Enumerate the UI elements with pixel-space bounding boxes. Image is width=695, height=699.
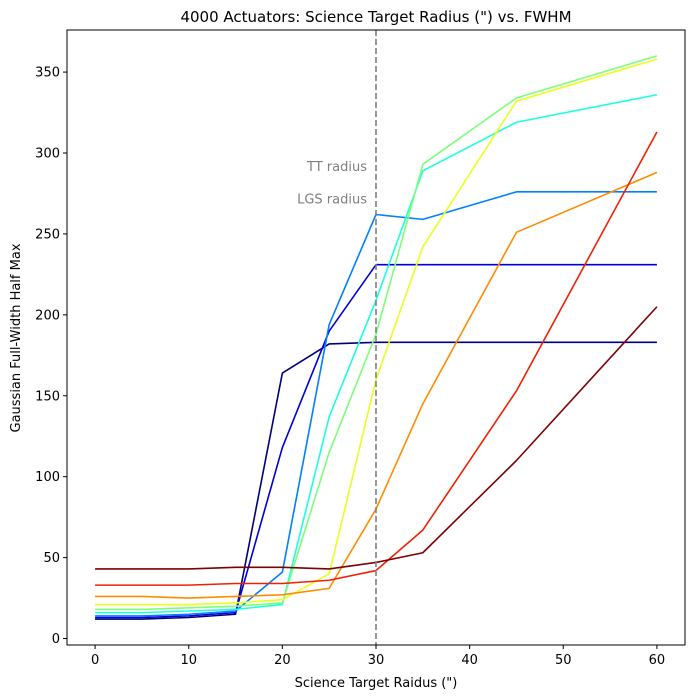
x-axis-title: Science Target Raidus (") [295,676,458,691]
y-tick-label: 250 [35,227,60,242]
x-tick-label: 50 [555,653,572,668]
plot-area: TT radius LGS radius 0 10 20 30 40 50 60 0 50 100 15… [35,29,686,668]
series-line-1 [95,341,657,620]
chart-title: 4000 Actuators: Science Target Radius ("… [180,8,571,26]
x-tick-label: 20 [274,653,291,668]
x-tick-label: 30 [368,653,385,668]
x-tick-label: 60 [649,653,666,668]
y-tick-label: 50 [43,551,60,566]
y-tick-label: 100 [35,470,60,485]
series-line-8 [95,131,658,586]
y-tick-label: 200 [35,308,60,323]
y-tick-label: 350 [35,66,60,81]
series-line-6 [95,58,658,606]
annotation-label-2: LGS radius [297,192,367,207]
series-line-9 [95,306,658,570]
y-axis-title: Gaussian Full-Width Half Max [9,243,24,432]
series-line-3 [95,191,657,617]
y-tick-label: 150 [35,389,60,404]
y-tick-label: 300 [35,147,60,162]
x-tick-label: 0 [91,653,99,668]
series-line-2 [95,263,657,619]
series-line-7 [95,171,658,599]
x-tick-label: 10 [180,653,197,668]
annotation-label-1: TT radius [306,160,367,175]
x-tick-label: 40 [461,653,478,668]
series-line-4 [95,93,658,614]
y-tick-label: 0 [52,632,60,647]
series-line-5 [95,55,658,611]
